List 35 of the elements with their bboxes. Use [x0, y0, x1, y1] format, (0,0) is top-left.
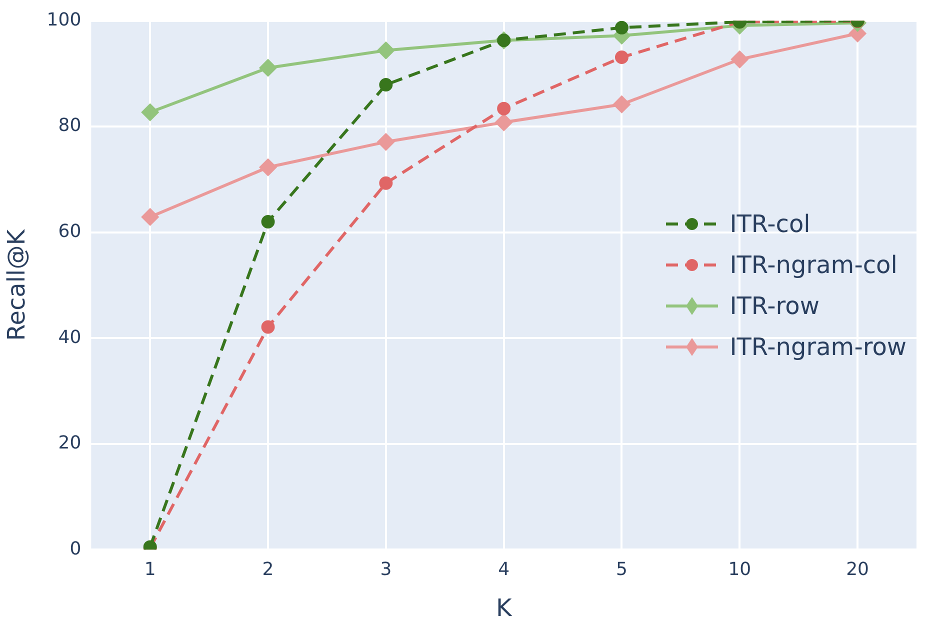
legend-label: ITR-col [730, 210, 810, 238]
x-tick-label: 20 [846, 559, 869, 580]
x-tick-label: 4 [498, 559, 510, 580]
point [259, 59, 277, 77]
point [495, 114, 513, 132]
point [259, 158, 277, 176]
point [261, 214, 275, 228]
y-tick-label: 0 [70, 538, 82, 560]
point [141, 104, 159, 122]
x-tick-label: 10 [728, 559, 752, 580]
x-tick-label: 5 [616, 559, 628, 580]
point [141, 208, 159, 226]
x-tick-label: 2 [262, 559, 274, 580]
y-tick-label: 20 [58, 432, 82, 454]
point [497, 102, 511, 116]
x-axis-title: K [496, 594, 513, 622]
point [377, 42, 395, 60]
y-tick-label: 40 [58, 326, 82, 348]
point [730, 50, 748, 68]
x-tick-label: 1 [144, 559, 156, 580]
y-tick-label: 100 [46, 9, 82, 30]
point [612, 96, 630, 114]
y-tick-label: 60 [58, 220, 82, 242]
legend-label: ITR-row [730, 292, 820, 320]
y-axis-title: Recall@K [2, 228, 31, 341]
x-tick-label: 3 [380, 559, 392, 580]
point [614, 20, 628, 34]
legend-label: ITR-ngram-row [730, 332, 906, 361]
y-tick-label: 80 [58, 115, 82, 136]
point [379, 78, 393, 92]
point [614, 50, 628, 64]
legend-label: ITR-ngram-col [730, 250, 898, 279]
point [377, 133, 395, 151]
point [261, 320, 275, 334]
point [379, 176, 393, 190]
